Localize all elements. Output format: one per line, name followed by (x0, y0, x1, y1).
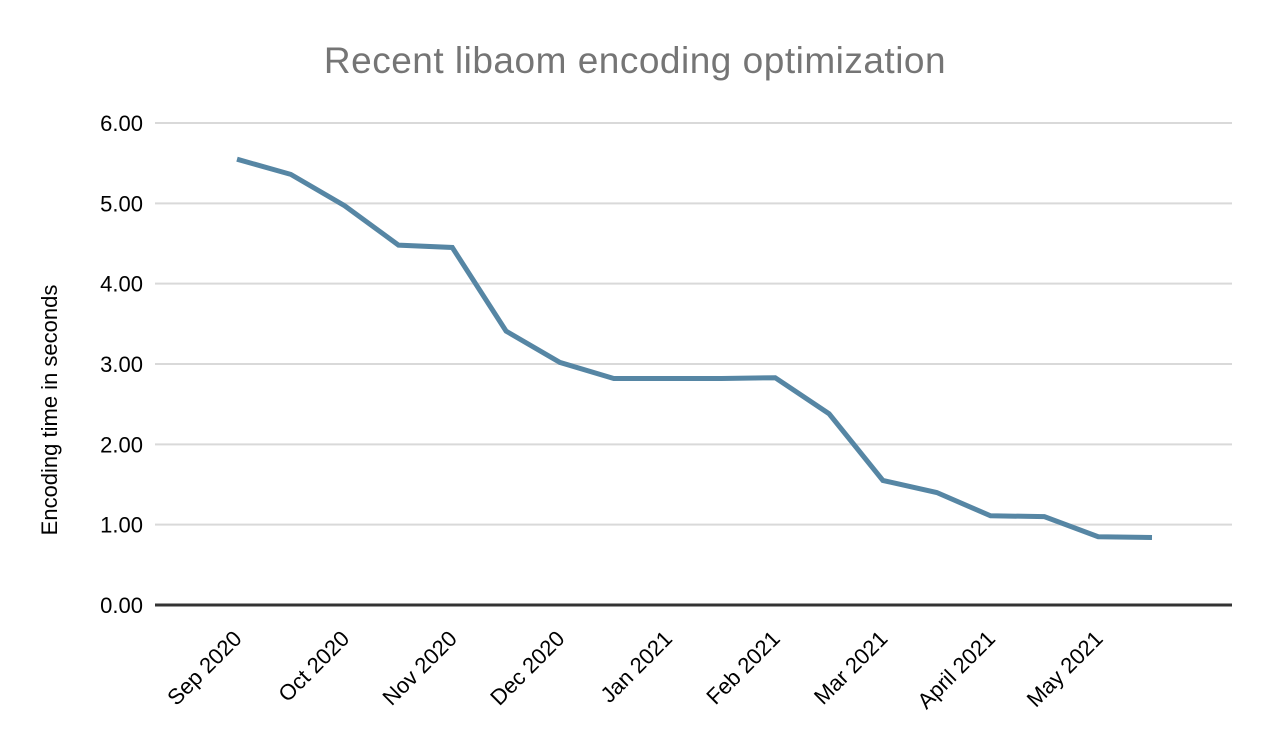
x-tick-label: Nov 2020 (378, 626, 462, 710)
x-tick-label: Jan 2021 (595, 626, 677, 708)
y-tick-label: 4.00 (100, 272, 143, 297)
y-axis-title: Encoding time in seconds (37, 285, 62, 536)
y-tick-label: 6.00 (100, 111, 143, 136)
y-tick-label: 2.00 (100, 432, 143, 457)
x-tick-label: April 2021 (912, 626, 1000, 714)
y-tick-label: 5.00 (100, 191, 143, 216)
y-tick-label: 3.00 (100, 352, 143, 377)
x-tick-label: Feb 2021 (701, 626, 784, 709)
x-tick-label: Sep 2020 (162, 626, 246, 710)
encoding-time-line (236, 156, 1153, 540)
x-tick-label: Oct 2020 (273, 626, 354, 707)
y-tick-label: 0.00 (100, 593, 143, 618)
x-tick-label: May 2021 (1022, 626, 1108, 712)
x-tick-label: Dec 2020 (485, 626, 569, 710)
x-tick-label: Mar 2021 (809, 626, 892, 709)
y-tick-label: 1.00 (100, 513, 143, 538)
chart-title: Recent libaom encoding optimization (323, 40, 947, 81)
